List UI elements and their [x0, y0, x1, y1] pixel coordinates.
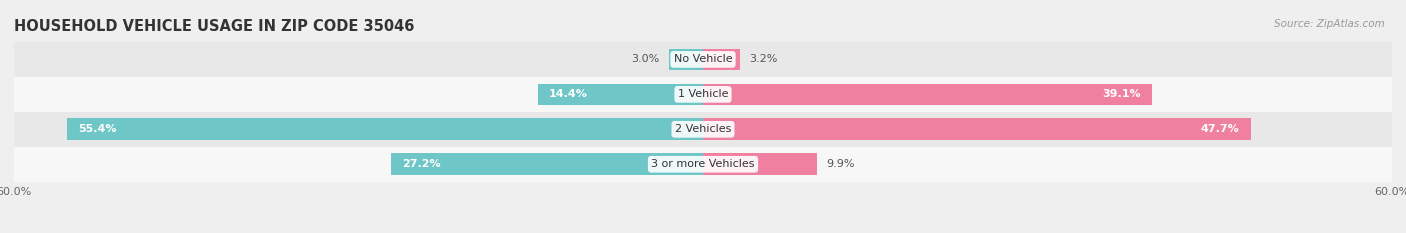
Text: 14.4%: 14.4% — [550, 89, 588, 99]
Text: Source: ZipAtlas.com: Source: ZipAtlas.com — [1274, 19, 1385, 29]
Bar — [14, 147, 1392, 182]
Bar — [703, 118, 1251, 140]
Bar — [14, 42, 1392, 77]
Text: 2 Vehicles: 2 Vehicles — [675, 124, 731, 134]
Bar — [703, 49, 740, 70]
Text: HOUSEHOLD VEHICLE USAGE IN ZIP CODE 35046: HOUSEHOLD VEHICLE USAGE IN ZIP CODE 3504… — [14, 19, 415, 34]
Text: 47.7%: 47.7% — [1201, 124, 1239, 134]
Bar — [14, 77, 1392, 112]
Bar — [537, 83, 703, 105]
Text: 27.2%: 27.2% — [402, 159, 441, 169]
Bar — [669, 49, 703, 70]
Text: 3.0%: 3.0% — [631, 55, 659, 64]
Text: 9.9%: 9.9% — [825, 159, 855, 169]
Bar — [67, 118, 703, 140]
Bar — [703, 83, 1152, 105]
Text: 1 Vehicle: 1 Vehicle — [678, 89, 728, 99]
Text: No Vehicle: No Vehicle — [673, 55, 733, 64]
Text: 39.1%: 39.1% — [1102, 89, 1140, 99]
Bar — [703, 153, 817, 175]
Bar — [14, 112, 1392, 147]
Bar — [391, 153, 703, 175]
Text: 55.4%: 55.4% — [79, 124, 117, 134]
Text: 3 or more Vehicles: 3 or more Vehicles — [651, 159, 755, 169]
Text: 3.2%: 3.2% — [749, 55, 778, 64]
